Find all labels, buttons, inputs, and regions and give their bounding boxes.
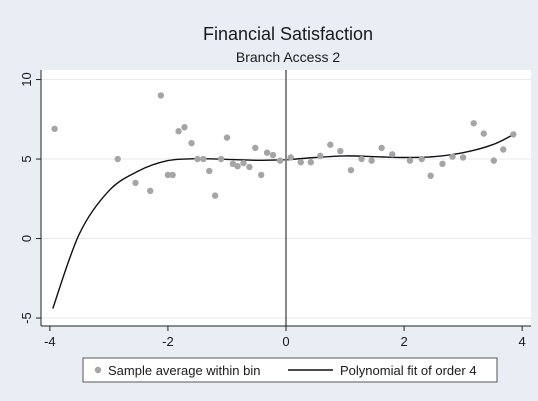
data-point	[229, 160, 237, 168]
data-point	[276, 157, 284, 164]
data-point	[217, 155, 225, 163]
data-point	[157, 92, 165, 99]
legend-marker-scatter	[94, 366, 102, 374]
fit-line-segment	[52, 157, 285, 309]
data-point	[175, 128, 182, 135]
data-point	[258, 171, 265, 179]
data-point	[234, 162, 241, 170]
data-point	[470, 120, 477, 127]
data-point	[427, 172, 434, 179]
data-point	[132, 179, 139, 187]
data-point	[327, 141, 334, 148]
legend-label-fit: Polynomial fit of order 4	[340, 363, 477, 378]
data-point	[164, 171, 172, 179]
data-point	[317, 152, 324, 160]
fit-line-segment	[287, 132, 516, 161]
data-point	[307, 159, 314, 166]
data-point	[223, 134, 231, 141]
data-point	[114, 155, 121, 163]
y-axis-ticks: -5 0 5 10	[19, 72, 41, 324]
data-point	[347, 166, 355, 174]
data-point	[406, 157, 414, 164]
data-point	[287, 154, 294, 161]
legend-label-scatter: Sample average within bin	[108, 363, 260, 378]
x-axis-ticks: -4 -2 0 2 4	[44, 326, 526, 349]
x-tick-label: 4	[519, 334, 526, 349]
bin-average-points	[51, 92, 517, 199]
data-point	[297, 159, 304, 166]
x-tick-label: -4	[44, 334, 56, 349]
data-point	[194, 155, 201, 163]
data-point	[510, 131, 517, 138]
data-point	[269, 151, 277, 159]
data-point	[378, 144, 385, 152]
chart-subtitle: Branch Access 2	[236, 49, 340, 65]
data-point	[263, 149, 271, 156]
data-point	[211, 192, 219, 199]
data-point	[449, 153, 456, 160]
data-point	[418, 155, 425, 163]
data-point	[480, 130, 487, 137]
data-point	[252, 144, 259, 152]
x-tick-label: 2	[400, 334, 407, 349]
data-point	[147, 187, 154, 195]
data-point	[500, 146, 507, 153]
legend: Sample average within bin Polynomial fit…	[82, 357, 498, 383]
x-tick-label: -2	[162, 334, 174, 349]
data-point	[240, 159, 247, 167]
data-point	[368, 157, 375, 164]
data-point	[246, 163, 253, 171]
y-tick-label: -5	[19, 312, 34, 324]
polynomial-fit-lines	[52, 132, 516, 309]
data-point	[51, 125, 58, 133]
data-point	[337, 147, 344, 155]
data-point	[490, 157, 498, 164]
x-tick-label: 0	[282, 334, 289, 349]
data-point	[358, 155, 365, 163]
y-tick-label: 10	[19, 72, 34, 86]
data-point	[206, 167, 213, 175]
data-point	[439, 160, 446, 168]
data-point	[389, 151, 396, 158]
data-point	[459, 154, 467, 161]
data-point	[169, 171, 176, 179]
y-tick-label: 0	[19, 235, 34, 242]
y-tick-label: 5	[19, 155, 34, 162]
data-point	[188, 139, 195, 147]
data-point	[181, 124, 188, 131]
chart-title: Financial Satisfaction	[203, 24, 373, 44]
data-point	[200, 155, 207, 163]
